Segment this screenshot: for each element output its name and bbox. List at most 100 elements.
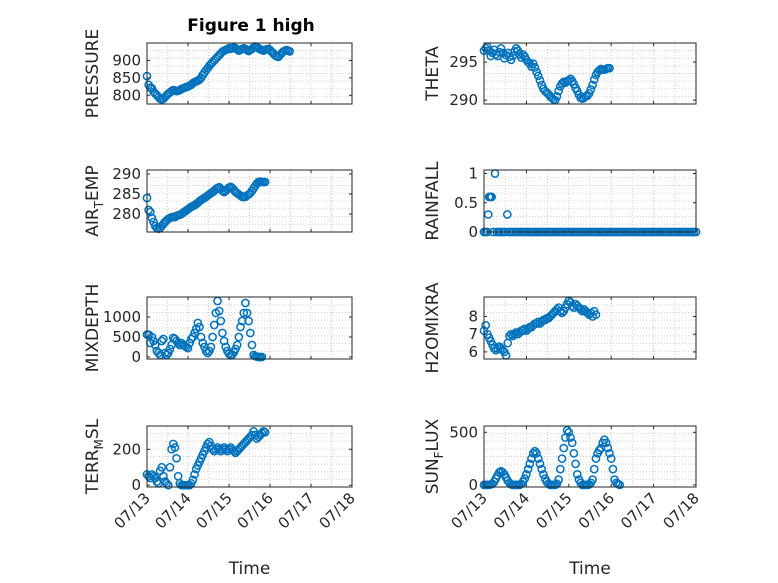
sun-flux-point (608, 464, 618, 474)
theta-series (479, 42, 614, 105)
h2omixra-point (532, 319, 541, 328)
rainfall-ylabel: RAINFALL (423, 161, 443, 241)
theta-point (535, 76, 545, 85)
mixdepth-point (219, 336, 229, 346)
terr-msl-ytick-label: 200 (112, 440, 141, 458)
rainfall-point (487, 192, 496, 202)
sun-flux-axes-box (483, 425, 697, 488)
mixdepth-point (242, 308, 252, 318)
air-temp-ytick-label: 280 (112, 205, 141, 223)
mixdepth-point (218, 328, 227, 338)
sun-flux-point (589, 464, 599, 474)
mixdepth-point (190, 328, 199, 338)
mixdepth-ytick-label: 0 (131, 348, 141, 366)
theta-point (557, 79, 567, 88)
terr-msl-axes-box (146, 425, 353, 488)
sun-flux-point (603, 443, 613, 453)
air-temp-ylabel: AIRTEMP (83, 165, 106, 236)
mixdepth-point (245, 328, 255, 338)
terr-msl-point (229, 446, 239, 456)
mixdepth-ytick-label: 500 (112, 328, 141, 346)
mixdepth-point (147, 332, 157, 342)
mixdepth-point (183, 343, 193, 353)
sun-flux-point (555, 464, 565, 474)
terr-msl-point (190, 470, 199, 479)
sun-flux-point (594, 445, 604, 455)
terr-msl-series (142, 427, 270, 490)
mixdepth-point (221, 342, 231, 352)
panel-rainfall: 0 0.5 1 RAINFALL (423, 161, 701, 241)
sun-flux-point (533, 454, 543, 463)
mixdepth-point (216, 316, 226, 326)
sun-flux-point (569, 448, 579, 458)
mixdepth-point (159, 334, 168, 344)
sun-flux-point (588, 475, 597, 484)
mixdepth-point (244, 316, 254, 326)
sun-flux-point (566, 433, 575, 442)
terr-msl-ytick-label: 0 (131, 476, 141, 494)
mixdepth-point (165, 344, 175, 354)
mixdepth-point (188, 332, 198, 342)
mixdepth-point (247, 340, 257, 350)
sun-flux-point (557, 454, 567, 463)
air-temp-point (218, 186, 227, 196)
sun-flux-point (522, 470, 531, 479)
air-temp-ylabel-sub: T (92, 200, 106, 209)
sun-flux-point (601, 438, 611, 448)
mixdepth-point (208, 332, 217, 342)
sun-flux-point (535, 459, 545, 469)
h2omixra-ytick-label: 7 (468, 325, 478, 343)
terr-msl-point (152, 477, 162, 486)
mixdepth-point (232, 340, 242, 350)
mixdepth-point (206, 342, 216, 352)
sun-flux-point (537, 464, 547, 474)
sun-flux-ylabel-main: SUN (423, 458, 443, 494)
sun-flux-point (567, 438, 577, 448)
mixdepth-point (234, 332, 244, 342)
pressure-ytick-label: 900 (112, 51, 141, 69)
rainfall-grid (483, 170, 697, 232)
sun-flux-point (520, 474, 530, 483)
theta-axes-box (483, 42, 697, 105)
mixdepth-point (209, 320, 219, 330)
sun-flux-point (528, 448, 538, 458)
terr-msl-point (159, 471, 168, 481)
h2omixra-point (505, 331, 514, 341)
mixdepth-point (198, 338, 208, 348)
air-temp-ylabel-tail: EMP (83, 165, 103, 201)
theta-ytick-label: 295 (449, 53, 478, 71)
terr-msl-point (224, 444, 234, 454)
terr-msl-point (260, 427, 270, 437)
air-temp-point (147, 213, 157, 223)
sun-flux-point (530, 446, 540, 456)
theta-point (554, 86, 563, 96)
sun-flux-xlabel: Time (568, 559, 611, 579)
pressure-axes-box (146, 42, 353, 105)
theta-point (530, 63, 540, 72)
air-temp-axes-box (146, 169, 353, 233)
sun-flux-point (615, 480, 625, 490)
theta-point (588, 80, 597, 90)
h2omixra-point (510, 329, 519, 339)
mixdepth-ytick-label: 1000 (103, 308, 141, 326)
theta-ylabel: THETA (423, 46, 443, 102)
sun-flux-point (554, 475, 563, 484)
air-temp-point (144, 205, 153, 215)
rainfall-point (502, 210, 512, 219)
mixdepth-point (239, 308, 249, 318)
mixdepth-point (195, 322, 204, 332)
sun-flux-point (606, 454, 616, 463)
sun-flux-point (539, 470, 548, 479)
mixdepth-point (193, 318, 203, 328)
mixdepth-point (241, 298, 250, 308)
theta-point (533, 71, 543, 81)
pressure-ytick-label: 850 (112, 69, 141, 87)
sun-flux-ylabel-tail: LUX (423, 418, 443, 451)
theta-point (589, 75, 599, 84)
sun-flux-point (564, 427, 574, 437)
terr-msl-ylabel-tail: SL (83, 418, 103, 439)
rainfall-axes-box (483, 169, 697, 233)
theta-point (496, 43, 506, 53)
